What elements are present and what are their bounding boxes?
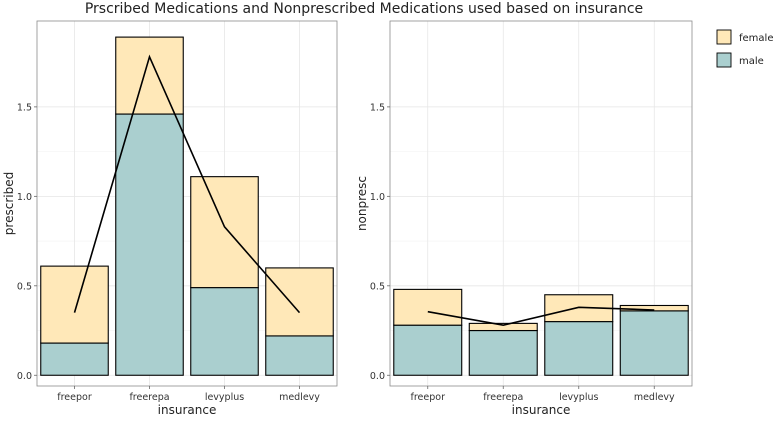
bar-male-freepor (393, 324, 463, 376)
panel-border-2 (389, 20, 693, 387)
y-tick-label: 1.0 (17, 192, 32, 203)
trend-line-2 (427, 306, 655, 327)
x-axis-title: insurance (158, 403, 217, 417)
bar-female-freepor (40, 265, 109, 344)
x-axis-title: insurance (512, 403, 571, 417)
y-axis-title: prescribed (2, 172, 16, 235)
y-tick-label: 1.5 (17, 102, 32, 113)
bar-female-freerepa (468, 322, 538, 332)
legend-key-female (716, 29, 732, 45)
x-tick-label: freerepa (483, 392, 523, 403)
x-tick-label: levyplus (559, 392, 598, 403)
bar-male-freerepa (115, 113, 184, 376)
y-tick-label: 0.5 (370, 281, 385, 292)
bar-male-freepor (40, 342, 109, 376)
y-tick-label: 0.5 (17, 281, 32, 292)
trend-line-1 (73, 54, 301, 314)
legend-label-female: female (739, 33, 773, 44)
y-tick-label: 1.5 (370, 102, 385, 113)
legend-key-male (716, 52, 732, 68)
x-tick-label: freepor (57, 392, 92, 403)
y-tick-label: 0.0 (370, 371, 385, 382)
y-tick-label: 0.0 (17, 371, 32, 382)
x-tick-label: medlevy (279, 392, 320, 403)
bar-male-levyplus (544, 321, 614, 376)
bar-female-medlevy (265, 267, 334, 337)
x-tick-label: freerepa (129, 392, 169, 403)
bar-male-medlevy (265, 335, 334, 376)
x-tick-label: medlevy (634, 392, 675, 403)
chart-title: Prscribed Medications and Nonprescribed … (85, 1, 643, 17)
bar-female-levyplus (190, 176, 259, 289)
bar-female-freerepa (115, 36, 184, 115)
y-tick-label: 1.0 (370, 192, 385, 203)
x-tick-label: freepor (411, 392, 446, 403)
x-tick-label: levyplus (205, 392, 244, 403)
bar-male-medlevy (619, 310, 689, 376)
legend-label-male: male (739, 56, 764, 67)
bar-female-freepor (393, 288, 463, 326)
bar-male-freerepa (468, 329, 538, 376)
y-axis-title: nonpresc (355, 176, 369, 231)
panel-border-1 (36, 20, 338, 387)
bar-male-levyplus (190, 287, 259, 376)
